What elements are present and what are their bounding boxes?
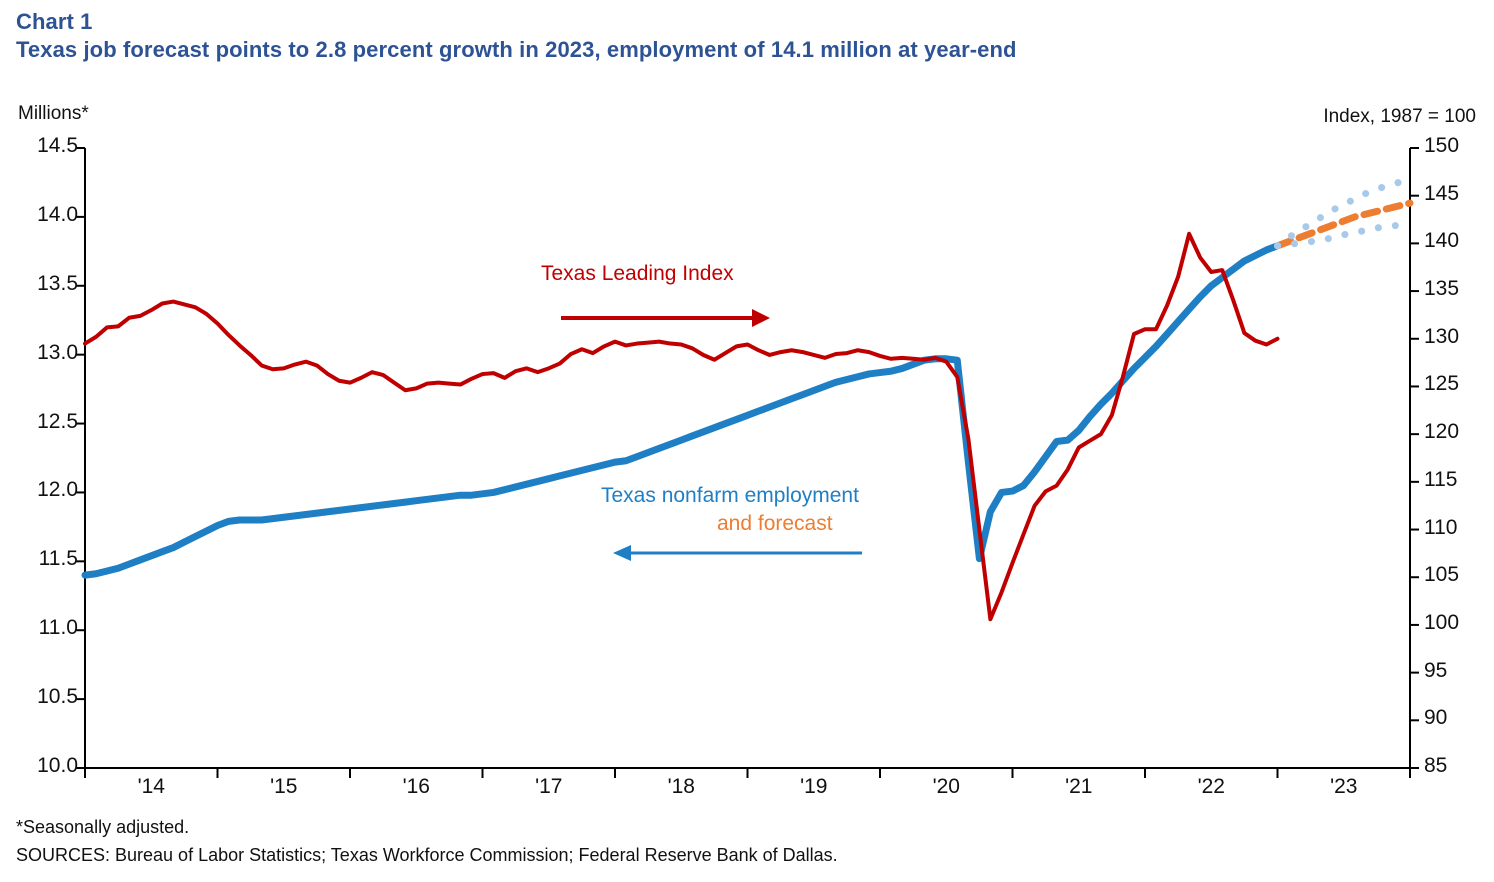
series-line xyxy=(83,231,1280,622)
right-axis-tick-label: 140 xyxy=(1424,229,1460,253)
annotation-leading-index-label: Texas Leading Index xyxy=(541,262,734,285)
series-line xyxy=(81,242,1281,579)
chart-title: Texas job forecast points to 2.8 percent… xyxy=(16,37,1017,62)
left-axis-tick-label: 12.0 xyxy=(37,478,78,502)
right-axis-tick-label: 85 xyxy=(1424,754,1448,777)
right-axis-tick-label: 120 xyxy=(1424,420,1460,444)
employment-arrow-head xyxy=(613,545,631,561)
left-axis-tick-label: 14.5 xyxy=(37,134,78,157)
left-axis-tick-label: 13.5 xyxy=(37,271,78,295)
right-axis-tick-label: 90 xyxy=(1424,706,1448,730)
left-axis-tick-label: 10.0 xyxy=(37,754,78,777)
right-axis-tick-label: 95 xyxy=(1424,658,1448,682)
right-axis-unit-label: Index, 1987 = 100 xyxy=(1323,106,1476,127)
x-axis-tick-label: '23 xyxy=(1330,775,1358,798)
annotation-forecast-label: and forecast xyxy=(717,512,833,535)
x-axis-tick-label: '15 xyxy=(270,775,298,798)
annotation-employment-label: Texas nonfarm employment xyxy=(601,484,859,507)
footnote-sources: SOURCES: Bureau of Labor Statistics; Tex… xyxy=(16,845,838,865)
right-axis-tick-label: 110 xyxy=(1424,515,1458,539)
chart-number: Chart 1 xyxy=(16,9,93,34)
left-axis-tick-label: 12.5 xyxy=(37,409,78,433)
left-axis-tick-label: 11.0 xyxy=(38,616,78,640)
right-axis-tick-label: 125 xyxy=(1424,372,1460,396)
x-axis-tick-label: '21 xyxy=(1065,775,1093,798)
series-line xyxy=(1274,220,1414,250)
right-axis-tick-label: 105 xyxy=(1424,563,1460,587)
series-line xyxy=(1274,199,1414,250)
left-axis-tick-label: 14.0 xyxy=(37,202,78,226)
left-axis-unit-label: Millions* xyxy=(18,103,89,124)
x-axis-tick-label: '18 xyxy=(667,775,695,798)
right-axis-tick-label: 150 xyxy=(1424,134,1460,157)
right-axis-tick-label: 130 xyxy=(1424,324,1460,348)
right-axis-tick-label: 135 xyxy=(1424,277,1460,301)
x-axis-tick-label: '17 xyxy=(535,775,563,798)
x-axis-tick-label: '19 xyxy=(800,775,828,798)
x-axis-tick-label: '22 xyxy=(1197,775,1225,798)
left-axis-tick-label: 11.5 xyxy=(38,547,78,571)
chart-header: Chart 1 Texas job forecast points to 2.8… xyxy=(16,8,1017,64)
leading-index-arrow-head xyxy=(752,309,770,327)
right-axis-tick-label: 100 xyxy=(1424,610,1460,634)
right-axis-tick-label: 145 xyxy=(1424,181,1460,205)
right-axis-tick-label: 115 xyxy=(1424,467,1458,491)
x-axis-tick-label: '14 xyxy=(137,775,165,798)
left-axis-tick-label: 10.5 xyxy=(37,685,78,709)
footnote-seasonally-adjusted: *Seasonally adjusted. xyxy=(16,817,190,837)
left-axis-tick-label: 13.0 xyxy=(37,340,78,364)
x-axis-tick-label: '20 xyxy=(932,775,960,798)
x-axis-tick-label: '16 xyxy=(402,775,430,798)
